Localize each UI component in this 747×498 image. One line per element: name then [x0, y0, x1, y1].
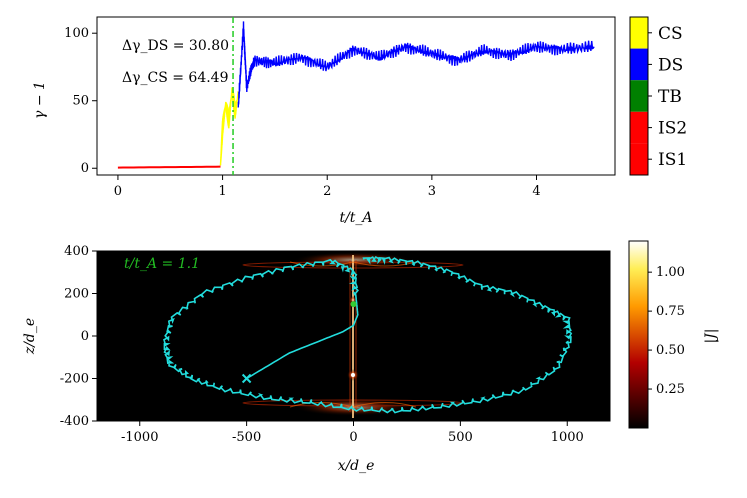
top-xlabel: t/t_A: [339, 210, 372, 226]
colorbar-label-tb: TB: [658, 87, 682, 107]
colorbar-label-is1: IS1: [658, 150, 687, 170]
top-ylabel: γ − 1: [32, 81, 48, 119]
delta-gamma-cs-label: Δγ_CS = 64.49: [122, 70, 229, 86]
bottom-ytick-label: 0: [81, 329, 89, 344]
colorbar-swatch-tb: [630, 80, 648, 112]
bottom-xtick-label: 0: [349, 430, 357, 445]
bottom-xtick-label: 500: [448, 430, 473, 445]
series-ds: [237, 21, 595, 108]
series-is1: [117, 165, 221, 169]
colorbar-swatch-is1: [630, 143, 648, 175]
top-ytick-label: 0: [81, 161, 89, 176]
current-colorbar-ticks: 0.25 0.50 0.75 1.00: [648, 265, 685, 397]
colorbar-swatch-is2: [630, 111, 648, 144]
top-ytick-label: 50: [72, 94, 89, 109]
top-axis-ticks: 0 1 2 3 4 0 50 100: [64, 26, 540, 199]
colorbar-label-cs: CS: [658, 24, 683, 44]
top-xtick-label: 2: [323, 184, 331, 199]
current-colorbar-tick-label: 0.25: [656, 382, 685, 397]
current-colorbar: [628, 240, 649, 429]
bottom-xtick-label: -1000: [121, 430, 158, 445]
top-xtick-label: 0: [114, 184, 122, 199]
bottom-ytick-label: -400: [60, 414, 89, 429]
top-xtick-label: 4: [532, 184, 540, 199]
bottom-axis-ticks: -1000 -500 0 500 1000 -400 -200 0 200 400: [60, 244, 584, 445]
bottom-xlabel: x/d_e: [338, 458, 375, 474]
phase-colorbar: CS DS TB IS2 IS1: [629, 16, 687, 176]
current-colorbar-tick-label: 1.00: [656, 265, 685, 280]
bottom-plot-frame: [96, 250, 611, 422]
bottom-ytick-label: -200: [60, 372, 89, 387]
current-colorbar-tick-label: 0.75: [656, 304, 685, 319]
series-cs: [219, 87, 239, 166]
top-xtick-label: 1: [218, 184, 226, 199]
current-colorbar-tick-label: 0.50: [656, 343, 685, 358]
particle-trajectory: [163, 255, 573, 414]
colorbar-label-is2: IS2: [658, 119, 687, 139]
colorbar-label-ds: DS: [658, 55, 683, 75]
colorbar-swatch-cs: [630, 17, 648, 49]
colorbar-label: |J|: [703, 328, 719, 343]
trajectory-markers: [241, 301, 357, 384]
end-marker: [350, 301, 357, 308]
bottom-ylabel: z/d_e: [22, 318, 38, 355]
delta-gamma-ds-label: Δγ_DS = 30.80: [122, 38, 229, 54]
bottom-xtick-label: -500: [232, 430, 261, 445]
bottom-xtick-label: 1000: [551, 430, 584, 445]
time-annotation: t/t_A = 1.1: [124, 256, 200, 272]
bottom-ytick-label: 400: [64, 244, 89, 259]
top-ytick-label: 100: [64, 26, 89, 41]
bottom-ytick-label: 200: [64, 287, 89, 302]
phase-colorbar-frame: [629, 16, 649, 176]
top-xtick-label: 3: [428, 184, 436, 199]
current-density-map: -1000 -500 0 500 1000 -400 -200 0 200 400 t/t_A =…: [22, 240, 719, 474]
colorbar-swatch-ds: [630, 48, 648, 81]
top-series-group: [117, 21, 595, 169]
start-marker: [241, 373, 252, 384]
